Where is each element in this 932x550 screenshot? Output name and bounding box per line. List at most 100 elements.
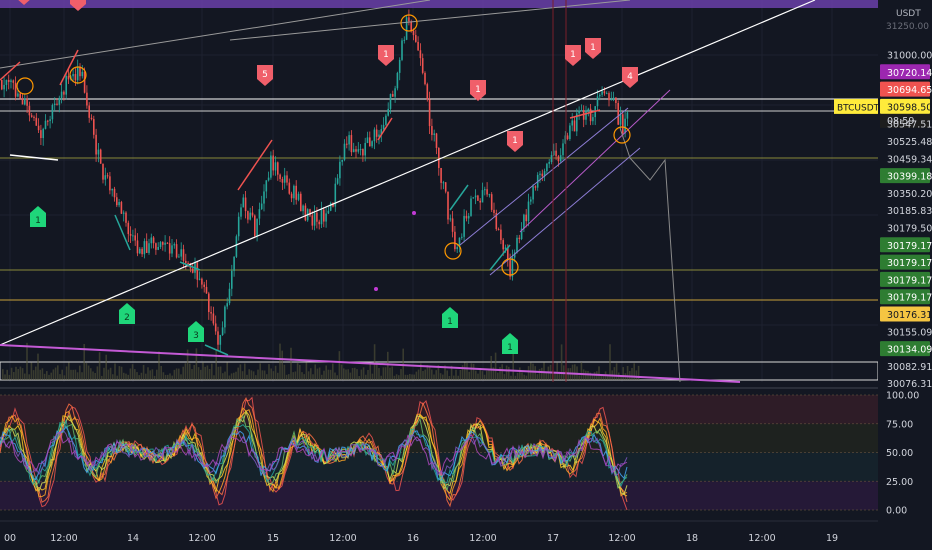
dot bbox=[412, 211, 416, 215]
volume-bar bbox=[578, 375, 580, 380]
price-tag-bg bbox=[880, 168, 930, 184]
volume-bar bbox=[226, 362, 228, 380]
volume-bar bbox=[415, 371, 418, 380]
candle-body bbox=[88, 105, 90, 118]
price-tick-label: 30179.17 bbox=[887, 241, 932, 252]
volume-bar bbox=[626, 366, 629, 380]
candle-body bbox=[461, 236, 463, 238]
sell-marker-label: 1 bbox=[383, 50, 389, 60]
oscillator-pane bbox=[0, 394, 878, 511]
channel-line bbox=[459, 107, 629, 246]
buy-marker-shape bbox=[442, 307, 458, 328]
volume-bar bbox=[158, 351, 160, 380]
candle-body bbox=[380, 129, 383, 135]
time-tick-label: 15 bbox=[267, 533, 279, 544]
volume-bar bbox=[19, 366, 22, 380]
candle-body bbox=[543, 171, 546, 177]
volume-bar bbox=[490, 355, 492, 380]
candle-body bbox=[12, 80, 15, 83]
price-tick-label: 30179.50 bbox=[887, 224, 932, 235]
candle-body bbox=[555, 150, 557, 157]
volume-bar bbox=[109, 367, 112, 380]
price-tag-bg bbox=[880, 64, 930, 80]
candle-body bbox=[231, 270, 233, 289]
volume-bar bbox=[347, 369, 349, 380]
volume-bar bbox=[472, 363, 475, 380]
volume-bar bbox=[303, 374, 305, 380]
sell-marker-shape bbox=[622, 67, 638, 88]
candle-body bbox=[486, 189, 488, 195]
symbol-badge-bg bbox=[834, 98, 878, 114]
candle-body bbox=[56, 103, 58, 105]
volume-bar bbox=[497, 372, 499, 380]
osc-tick-label: 100.00 bbox=[886, 391, 919, 402]
candle-body bbox=[343, 143, 346, 160]
volume-bar bbox=[101, 375, 103, 380]
projection-path bbox=[619, 127, 681, 383]
volume-bar bbox=[30, 362, 33, 380]
candle-body bbox=[569, 125, 571, 140]
pivot-circle bbox=[69, 66, 87, 84]
volume-bar bbox=[360, 369, 363, 380]
buy-marker-shape bbox=[30, 206, 46, 227]
price-tick-label: 30399.18 bbox=[887, 172, 932, 183]
candle-body bbox=[162, 242, 164, 245]
volume-bar bbox=[486, 370, 488, 380]
volume-bar bbox=[136, 372, 138, 380]
volume-bar bbox=[373, 344, 376, 380]
candle-body bbox=[49, 119, 51, 122]
volume-bar bbox=[380, 375, 382, 380]
candle-body bbox=[350, 135, 353, 153]
candle-body bbox=[111, 188, 113, 191]
volume-bar bbox=[96, 366, 99, 380]
candle-body bbox=[440, 167, 442, 183]
volume-bar bbox=[554, 371, 556, 380]
volume-bar bbox=[283, 364, 286, 380]
volume-bar bbox=[21, 368, 24, 380]
volume-bar bbox=[409, 373, 411, 380]
candle-body bbox=[357, 149, 360, 152]
volume-bar bbox=[393, 375, 396, 380]
candle-body bbox=[83, 71, 86, 93]
candle-body bbox=[438, 147, 440, 168]
volume-bar bbox=[167, 374, 169, 380]
candle-body bbox=[467, 215, 470, 219]
volume-bar bbox=[466, 362, 468, 380]
candle-body bbox=[541, 173, 544, 177]
candle-body bbox=[433, 133, 435, 135]
candle-body bbox=[221, 327, 224, 336]
volume-bar bbox=[103, 367, 105, 380]
candle-body bbox=[283, 175, 286, 183]
volume-bar bbox=[175, 368, 178, 380]
sell-marker-shape bbox=[470, 80, 486, 101]
volume-bar bbox=[285, 374, 288, 380]
volume-bar bbox=[483, 374, 486, 380]
volume-bar bbox=[593, 372, 596, 380]
volume-bar bbox=[131, 364, 134, 380]
candle-body bbox=[254, 215, 256, 236]
candle-body bbox=[217, 331, 219, 345]
volume-bar bbox=[523, 374, 525, 380]
candle-body bbox=[507, 247, 509, 261]
osc-tick-label: 75.00 bbox=[886, 419, 913, 430]
price-label-top: 31250.00 bbox=[886, 22, 929, 32]
candle-body bbox=[17, 93, 19, 97]
volume-bar bbox=[46, 371, 48, 380]
candle-body bbox=[60, 91, 63, 98]
volume-bar bbox=[622, 367, 624, 380]
volume-bar bbox=[389, 367, 391, 380]
buy-marker: 1 bbox=[442, 307, 458, 328]
candle-body bbox=[116, 197, 118, 206]
candle-body bbox=[58, 97, 61, 105]
candle-body bbox=[385, 115, 387, 125]
volume-bar bbox=[508, 366, 510, 380]
volume-bar bbox=[279, 343, 281, 380]
volume-bar bbox=[206, 365, 209, 380]
price-tick-label: 30076.31 bbox=[887, 379, 932, 390]
volume-bar bbox=[263, 370, 266, 380]
volume-bar bbox=[222, 373, 224, 380]
volume-bar bbox=[479, 367, 481, 380]
candle-body bbox=[615, 97, 617, 104]
volume-bar bbox=[560, 344, 563, 380]
